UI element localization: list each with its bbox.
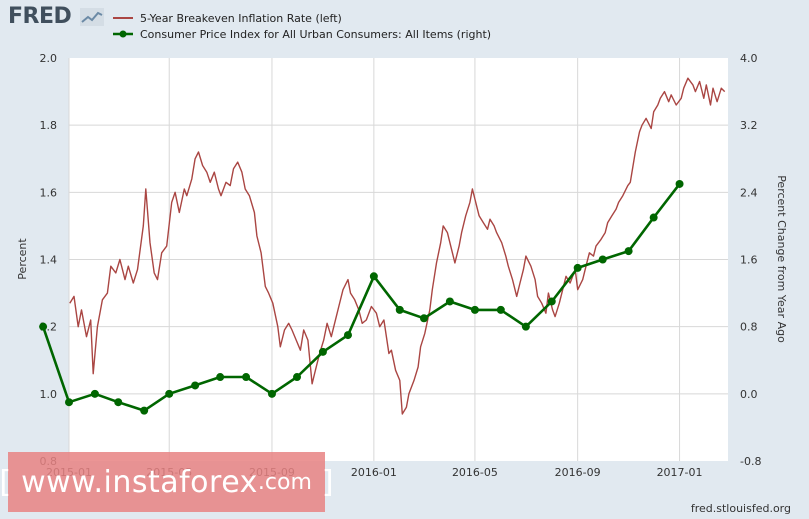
instaforex-watermark: [ www.instaforex .com ] bbox=[0, 452, 334, 512]
right-axis-ticks: 4.0 3.2 2.4 1.6 0.8 0.0 -0.8 bbox=[740, 52, 761, 468]
cpi-point[interactable] bbox=[318, 347, 327, 356]
cpi-point[interactable] bbox=[65, 398, 73, 407]
cpi-point[interactable] bbox=[165, 389, 174, 398]
grid bbox=[68, 58, 728, 461]
right-tick-label: 4.0 bbox=[740, 52, 758, 65]
cpi-point[interactable] bbox=[496, 305, 505, 314]
cpi-point[interactable] bbox=[90, 389, 99, 398]
cpi-point[interactable] bbox=[675, 179, 684, 188]
right-tick-label: 2.4 bbox=[740, 186, 758, 199]
left-tick-label: 1.4 bbox=[40, 254, 58, 267]
cpi-point[interactable] bbox=[395, 305, 404, 314]
legend-label-cpi: Consumer Price Index for All Urban Consu… bbox=[140, 27, 492, 41]
left-axis-label: Percent bbox=[16, 238, 29, 280]
watermark-open-bracket: [ bbox=[0, 464, 12, 500]
series-line-cpi[interactable] bbox=[41, 183, 681, 412]
left-tick-label: 1.6 bbox=[40, 186, 58, 199]
cpi-point[interactable] bbox=[39, 322, 48, 331]
series-line-breakeven[interactable] bbox=[69, 77, 726, 415]
left-tick-label: 1.8 bbox=[40, 119, 58, 132]
cpi-point[interactable] bbox=[293, 373, 302, 382]
x-tick-label: 2016-01 bbox=[351, 466, 397, 479]
cpi-point[interactable] bbox=[191, 381, 200, 390]
cpi-point[interactable] bbox=[470, 305, 479, 314]
legend-item-cpi[interactable]: Consumer Price Index for All Urban Consu… bbox=[112, 26, 491, 42]
cpi-point[interactable] bbox=[369, 272, 378, 281]
cpi-point[interactable] bbox=[573, 263, 582, 272]
right-axis-label: Percent Change from Year Ago bbox=[775, 175, 788, 343]
left-axis-ticks: 2.01.81.61.41.21.00.8 bbox=[40, 52, 58, 468]
right-tick-label: -0.8 bbox=[740, 455, 761, 468]
left-tick-label: 2.0 bbox=[40, 52, 58, 65]
watermark-site: www.instaforex bbox=[21, 464, 258, 500]
cpi-point[interactable] bbox=[521, 322, 530, 331]
x-tick-label: 2016-05 bbox=[452, 466, 498, 479]
cpi-point[interactable] bbox=[267, 389, 276, 398]
cpi-point[interactable] bbox=[649, 213, 658, 222]
legend-label-breakeven: 5-Year Breakeven Inflation Rate (left) bbox=[140, 11, 342, 25]
source-credit[interactable]: fred.stlouisfed.org bbox=[690, 502, 791, 515]
legend-line-swatch bbox=[113, 17, 133, 19]
cpi-point[interactable] bbox=[624, 247, 633, 256]
legend-line-dot-swatch bbox=[113, 30, 133, 38]
right-tick-label: 0.8 bbox=[740, 321, 758, 334]
cpi-point[interactable] bbox=[216, 373, 225, 382]
series bbox=[39, 77, 726, 415]
right-tick-label: 3.2 bbox=[740, 119, 758, 132]
cpi-point[interactable] bbox=[598, 255, 607, 264]
left-tick-label: 1.0 bbox=[40, 388, 58, 401]
fred-logo-graph-icon bbox=[80, 8, 104, 26]
fred-logo[interactable]: FRED bbox=[8, 4, 72, 29]
legend-item-breakeven[interactable]: 5-Year Breakeven Inflation Rate (left) bbox=[112, 10, 342, 26]
cpi-point[interactable] bbox=[445, 297, 454, 306]
cpi-point[interactable] bbox=[343, 331, 352, 340]
watermark-tld: .com bbox=[257, 469, 312, 495]
chart-header: FRED 5-Year Breakeven Inflation Rate (le… bbox=[0, 0, 809, 50]
cpi-point[interactable] bbox=[114, 398, 123, 407]
x-tick-label: 2017-01 bbox=[657, 466, 703, 479]
cpi-point[interactable] bbox=[547, 297, 556, 306]
cpi-point[interactable] bbox=[242, 373, 251, 382]
right-tick-label: 0.0 bbox=[740, 388, 758, 401]
cpi-point[interactable] bbox=[419, 314, 428, 323]
watermark-close-bracket: ] bbox=[321, 464, 334, 500]
cpi-point[interactable] bbox=[140, 406, 149, 415]
right-tick-label: 1.6 bbox=[740, 254, 758, 267]
x-tick-label: 2016-09 bbox=[555, 466, 601, 479]
